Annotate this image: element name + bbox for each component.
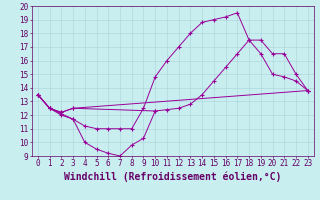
X-axis label: Windchill (Refroidissement éolien,°C): Windchill (Refroidissement éolien,°C) [64, 171, 282, 182]
